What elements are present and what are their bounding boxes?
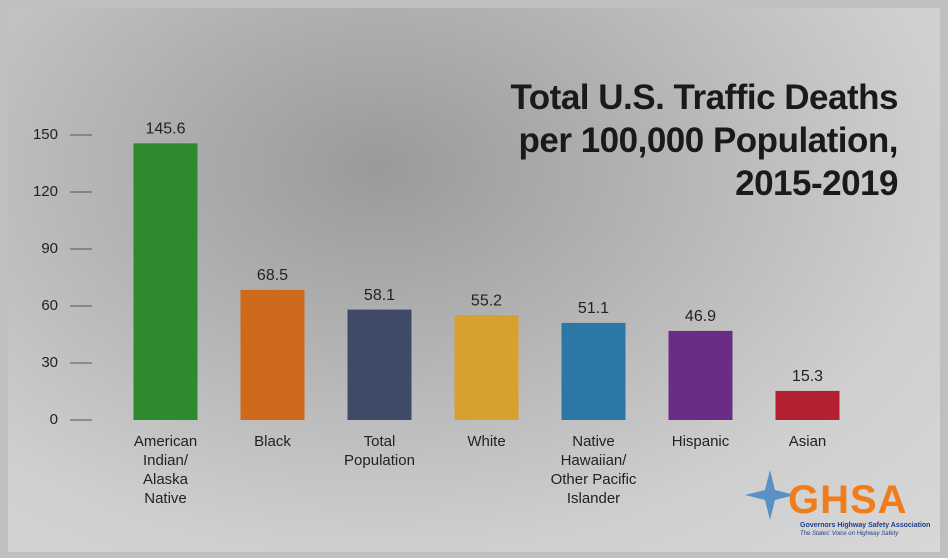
- value-label: 145.6: [145, 121, 185, 138]
- bar: [240, 289, 305, 420]
- x-tick-label: Native Hawaiian/ Other Pacific Islander: [550, 433, 637, 507]
- y-tick-label: 120: [33, 183, 58, 200]
- bar: [668, 330, 733, 420]
- chart-title: Total U.S. Traffic Deaths per 100,000 Po…: [510, 78, 899, 203]
- x-tick-label: Hispanic: [671, 433, 730, 450]
- logo-tagline: The States' Voice on Highway Safety: [800, 531, 899, 537]
- value-label: 58.1: [364, 287, 395, 304]
- value-label: 68.5: [257, 267, 288, 284]
- y-tick-label: 60: [41, 297, 58, 314]
- y-tick-label: 90: [41, 240, 58, 257]
- x-tick-label: Black: [254, 433, 291, 450]
- logo-name: GHSA: [788, 478, 908, 522]
- bar: [133, 143, 198, 421]
- bar: [454, 315, 519, 420]
- logo-org: Governors Highway Safety Association: [800, 522, 931, 529]
- bar: [347, 309, 412, 420]
- y-tick-label: 150: [33, 126, 58, 143]
- value-label: 15.3: [792, 368, 823, 385]
- x-tick-label: White: [467, 433, 506, 450]
- x-tick-label: Total Population: [344, 433, 415, 469]
- bar: [775, 390, 840, 420]
- bar: [561, 322, 626, 420]
- logo-star: [745, 470, 795, 520]
- y-tick-label: 0: [50, 411, 58, 428]
- value-label: 55.2: [471, 292, 502, 309]
- value-label: 46.9: [685, 308, 716, 325]
- x-tick-label: Asian: [788, 433, 827, 450]
- value-label: 51.1: [578, 300, 609, 317]
- y-tick-label: 30: [41, 354, 58, 371]
- x-tick-label: American Indian/ Alaska Native: [133, 433, 198, 507]
